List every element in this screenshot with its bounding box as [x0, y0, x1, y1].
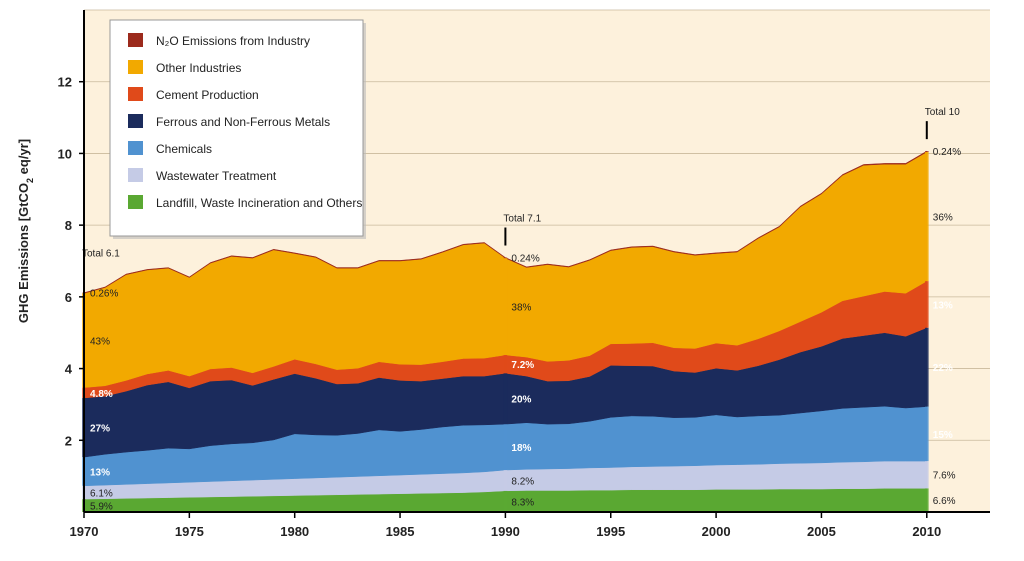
pct-label-1970-0: 5.9% [90, 502, 113, 513]
x-tick-label-1985: 1985 [386, 524, 415, 539]
total-label-2010: Total 10 [925, 107, 960, 118]
legend: N₂O Emissions from Industry Other Industr… [109, 19, 366, 239]
legend-swatch-5 [128, 168, 143, 182]
legend-label-2: Cement Production [156, 88, 259, 102]
pct-label-2010-1: 7.6% [933, 471, 956, 482]
marker-strip-1990-6 [503, 257, 508, 259]
axes: 1970 1975 1980 1985 1990 1995 2000 2005 2010 2 4 6 8… [58, 10, 990, 539]
pct-label-1970-4: 4.8% [90, 389, 113, 400]
x-tick-label-2000: 2000 [702, 524, 731, 539]
marker-strip-2010-4 [924, 281, 929, 328]
marker-strip-2010-2 [924, 406, 929, 462]
pct-label-1990-5: 38% [511, 303, 531, 314]
pct-label-1970-5: 43% [90, 336, 110, 347]
legend-swatch-6 [128, 195, 143, 209]
pct-label-1990-6: 0.24% [511, 254, 539, 265]
total-label-1990: Total 7.1 [503, 214, 541, 225]
x-tick-label-1995: 1995 [596, 524, 625, 539]
pct-label-1990-4: 7.2% [511, 360, 534, 371]
pct-label-1970-3: 27% [90, 424, 110, 435]
pct-label-1990-3: 20% [511, 395, 531, 406]
pct-label-1990-2: 18% [511, 443, 531, 454]
y-tick-label-4: 4 [65, 362, 73, 377]
marker-strip-2010-0 [924, 488, 929, 512]
pct-label-1970-2: 13% [90, 467, 110, 478]
pct-label-1990-0: 8.3% [511, 497, 534, 508]
total-label-1970: Total 6.1 [82, 249, 120, 260]
legend-label-3: Ferrous and Non-Ferrous Metals [156, 115, 330, 129]
marker-strip-1990-0 [503, 490, 508, 512]
marker-strip-2010-1 [924, 461, 929, 489]
marker-strip-1990-1 [503, 470, 508, 491]
x-tick-label-1980: 1980 [280, 524, 309, 539]
marker-strip-1990-3 [503, 373, 508, 425]
legend-label-4: Chemicals [156, 142, 212, 156]
pct-label-1990-1: 8.2% [511, 476, 534, 487]
legend-swatch-0 [128, 33, 143, 47]
y-axis-title: GHG Emissions [GtCO2 eq/yr] [16, 139, 35, 323]
x-tick-label-1970: 1970 [70, 524, 99, 539]
pct-label-2010-0: 6.6% [933, 496, 956, 507]
marker-strip-2010-6 [924, 151, 929, 152]
legend-label-6: Landfill, Waste Incineration and Others [156, 196, 362, 210]
x-tick-label-1990: 1990 [491, 524, 520, 539]
marker-strip-2010-3 [924, 327, 929, 407]
pct-label-2010-2: 15% [933, 430, 953, 441]
pct-label-2010-5: 36% [933, 213, 953, 224]
y-tick-label-6: 6 [65, 290, 72, 305]
pct-label-2010-3: 22% [933, 363, 953, 374]
y-tick-label-8: 8 [65, 218, 72, 233]
marker-strip-2010-5 [924, 151, 929, 282]
x-tick-label-2010: 2010 [912, 524, 941, 539]
pct-label-2010-6: 0.24% [933, 147, 961, 158]
y-tick-label-2: 2 [65, 433, 72, 448]
legend-box [109, 19, 364, 237]
legend-swatch-4 [128, 141, 143, 155]
pct-label-1970-1: 6.1% [90, 488, 113, 499]
y-tick-label-12: 12 [58, 75, 72, 90]
legend-swatch-1 [128, 60, 143, 74]
x-tick-label-2005: 2005 [807, 524, 836, 539]
legend-label-0: N₂O Emissions from Industry [156, 34, 310, 48]
pct-label-1970-6: 0.26% [90, 289, 118, 300]
legend-label-1: Other Industries [156, 61, 241, 75]
legend-swatch-3 [128, 114, 143, 128]
marker-strip-1990-5 [503, 258, 508, 355]
pct-label-2010-4: 13% [933, 300, 953, 311]
y-tick-label-10: 10 [58, 146, 72, 161]
legend-label-5: Wastewater Treatment [156, 169, 277, 183]
marker-strip-1990-2 [503, 424, 508, 471]
percent-labels: Total 6.1 5.9% 6.1% 13% 27% 4.8% 43% 0.26% Total… [82, 107, 961, 512]
marker-strip-1990-4 [503, 354, 508, 374]
legend-swatch-2 [128, 87, 143, 101]
x-tick-label-1975: 1975 [175, 524, 204, 539]
